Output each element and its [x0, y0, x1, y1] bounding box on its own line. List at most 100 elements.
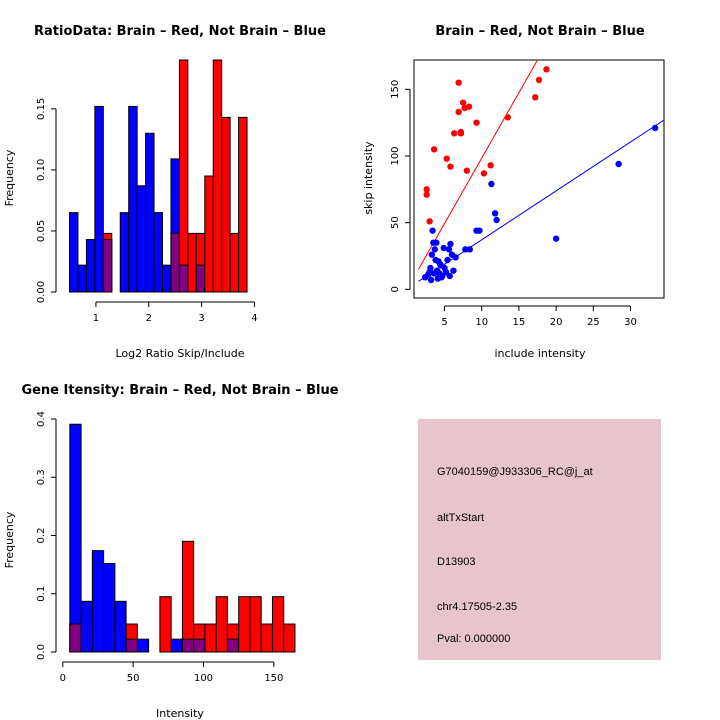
- bar-not-brain: [136, 185, 147, 293]
- y-tick-label: 0.4: [36, 411, 47, 427]
- point-brain: [423, 191, 430, 198]
- point-brain: [504, 114, 511, 121]
- x-tick-label: 5: [441, 317, 447, 328]
- x-tick-label: 0: [60, 673, 66, 684]
- point-not-brain: [491, 210, 499, 217]
- bar-not-brain: [153, 212, 164, 293]
- ratio-bars: [69, 59, 248, 293]
- point-not-brain: [440, 244, 447, 252]
- point-brain: [430, 146, 438, 153]
- y-tick-label: 0.05: [36, 220, 47, 242]
- x-tick-label: 4: [251, 313, 257, 324]
- point-brain: [450, 130, 458, 137]
- point-brain: [535, 76, 543, 84]
- point-not-brain: [446, 272, 453, 280]
- bar-not-brain: [170, 638, 183, 653]
- point-brain: [447, 163, 454, 170]
- point-brain: [455, 108, 462, 116]
- bar-brain: [238, 596, 251, 653]
- x-tick-label: 15: [513, 317, 526, 328]
- bar-brain: [204, 623, 217, 653]
- scatter-panel: Brain – Red, Not Brain – Blue include in…: [362, 24, 665, 360]
- ratio-axes: 1 2 3 4 0.00 0.05 0.10 0.15: [36, 98, 258, 324]
- intensity-axes: 0 50 100 150 0.0 0.1 0.2 0.3 0.4: [36, 411, 283, 684]
- x-tick-label: 2: [146, 313, 152, 324]
- bar-not-brain: [69, 212, 79, 293]
- point-not-brain: [462, 246, 469, 253]
- bar-brain: [215, 596, 228, 653]
- bar-brain: [187, 232, 197, 293]
- y-tick-label: 0.2: [36, 528, 47, 544]
- bar-overlap: [181, 638, 195, 653]
- info-location: chr4.17505-2.35: [437, 601, 517, 613]
- point-not-brain: [431, 246, 439, 253]
- point-brain: [463, 167, 471, 174]
- y-tick-label: 150: [390, 80, 401, 99]
- point-not-brain: [651, 124, 659, 132]
- info-accession: D13903: [437, 556, 476, 568]
- point-brain: [480, 170, 488, 177]
- bar-brain: [181, 540, 195, 653]
- point-not-brain: [466, 246, 474, 253]
- info-event-type: altTxStart: [437, 512, 484, 524]
- point-not-brain: [493, 216, 500, 224]
- x-tick-label: 30: [624, 317, 637, 328]
- bar-not-brain: [77, 264, 87, 293]
- scatter-fit-lines: [418, 60, 664, 282]
- bar-not-brain: [136, 638, 150, 653]
- point-brain: [543, 66, 550, 73]
- y-tick-label: 50: [390, 216, 401, 229]
- bar-not-brain: [119, 212, 130, 293]
- point-not-brain: [426, 268, 433, 276]
- bar-brain: [229, 232, 240, 293]
- bar-brain: [221, 116, 231, 293]
- x-tick-label: 50: [127, 673, 140, 684]
- point-brain: [532, 94, 539, 101]
- point-not-brain: [615, 160, 622, 168]
- ratio-histogram-panel: RatioData: Brain – Red, Not Brain – Blue…: [3, 24, 326, 360]
- intensity-xlabel: Intensity: [156, 707, 204, 720]
- ratio-xlabel: Log2 Ratio Skip/Include: [115, 347, 244, 360]
- bar-overlap: [195, 264, 206, 293]
- bar-brain: [159, 596, 172, 653]
- bar-overlap: [69, 623, 82, 653]
- bar-not-brain: [94, 105, 104, 293]
- intensity-histogram-panel: Gene Itensity: Brain – Red, Not Brain – …: [3, 383, 339, 720]
- bar-not-brain: [114, 600, 127, 653]
- bar-not-brain: [85, 238, 96, 293]
- bar-overlap: [102, 238, 113, 293]
- x-tick-label: 3: [198, 313, 204, 324]
- bar-not-brain: [103, 562, 116, 653]
- bar-overlap: [226, 638, 240, 653]
- point-not-brain: [444, 256, 451, 264]
- x-tick-label: 1: [93, 313, 99, 324]
- point-brain: [443, 155, 450, 162]
- fit-line-not-brain: [418, 119, 664, 282]
- point-not-brain: [442, 268, 450, 276]
- point-not-brain: [429, 227, 436, 234]
- y-tick-label: 0.3: [36, 469, 47, 485]
- point-brain: [423, 186, 430, 193]
- x-tick-label: 150: [264, 673, 283, 684]
- bar-overlap: [178, 264, 189, 293]
- point-not-brain: [452, 254, 459, 261]
- y-tick-label: 0: [390, 286, 401, 292]
- bar-brain: [204, 175, 214, 293]
- bar-not-brain: [69, 423, 82, 653]
- bar-brain: [283, 623, 296, 653]
- intensity-bars: [69, 423, 296, 653]
- y-tick-label: 0.0: [36, 644, 47, 660]
- bar-not-brain: [145, 132, 155, 293]
- bar-brain: [178, 59, 189, 293]
- point-brain: [465, 103, 473, 110]
- bar-brain: [249, 596, 262, 653]
- ratio-ylabel: Frequency: [3, 149, 16, 206]
- point-not-brain: [433, 239, 440, 246]
- y-tick-label: 0.00: [36, 281, 47, 303]
- info-probe-id: G7040159@J933306_RC@j_at: [437, 466, 593, 478]
- bar-not-brain: [80, 600, 93, 653]
- bar-overlap: [193, 638, 206, 653]
- scatter-ylabel: skip intensity: [362, 141, 375, 215]
- bar-brain: [238, 116, 248, 293]
